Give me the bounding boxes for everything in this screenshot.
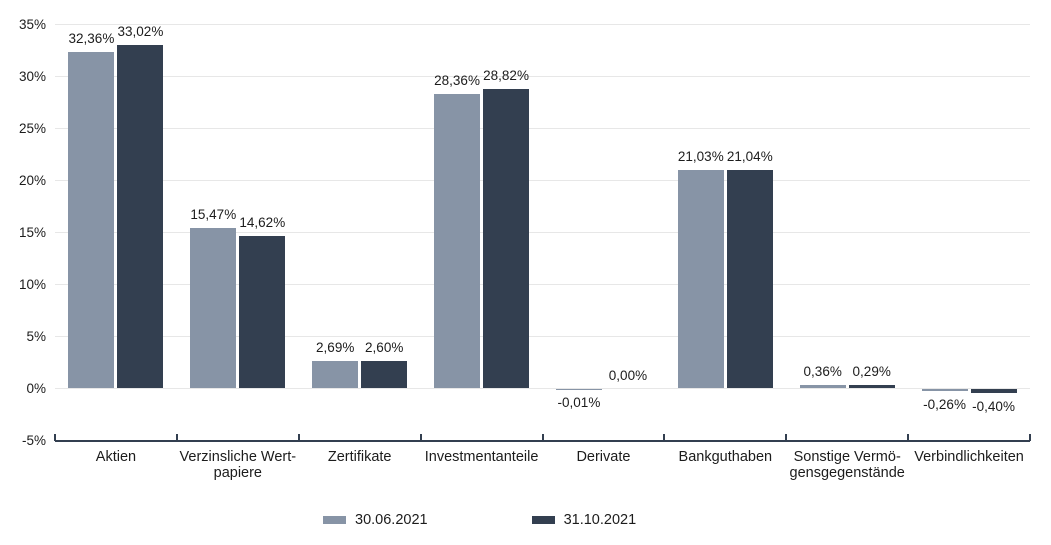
y-axis-tick-label: -5%: [21, 432, 46, 448]
x-axis-tick: [175, 434, 178, 441]
gridline: [55, 24, 1030, 25]
gridline: [55, 336, 1030, 337]
y-axis-tick-label: 15%: [18, 224, 46, 240]
gridline: [55, 284, 1030, 285]
value-label: 2,69%: [316, 339, 355, 355]
value-label: -0,40%: [972, 398, 1015, 414]
bar: [483, 88, 530, 389]
gridline: [55, 180, 1030, 181]
bar: [434, 93, 481, 389]
value-label: 0,29%: [852, 364, 891, 380]
bar: [68, 51, 115, 389]
bar: [726, 169, 773, 389]
chart-legend: 30.06.2021 31.10.2021: [323, 511, 636, 529]
y-axis-tick-label: 20%: [18, 172, 46, 188]
bar: [117, 45, 164, 389]
gridline: [55, 76, 1030, 77]
x-axis-tick: [297, 434, 300, 441]
legend-label: 30.06.2021: [355, 512, 428, 528]
x-axis-label: Aktien: [95, 449, 137, 465]
value-label: 28,82%: [483, 67, 529, 83]
x-axis-label: Investmentanteile: [424, 449, 539, 465]
bar: [312, 360, 359, 389]
y-axis-tick-label: 25%: [18, 120, 46, 136]
bar: [921, 388, 968, 392]
x-axis-label: Verzinsliche Wert- papiere: [179, 449, 297, 481]
bar: [848, 385, 895, 389]
value-label: 21,04%: [726, 148, 773, 164]
x-axis-label: Derivate: [576, 449, 631, 465]
x-axis-line: [55, 440, 1030, 442]
bar: [239, 236, 286, 389]
bar: [970, 388, 1017, 393]
y-axis-tick-label: 30%: [18, 68, 46, 84]
bar: [799, 384, 846, 389]
x-axis-tick: [541, 434, 544, 441]
y-axis-tick-label: 0%: [26, 380, 46, 396]
value-label: 2,60%: [365, 340, 404, 356]
legend-label: 31.10.2021: [563, 512, 637, 528]
y-axis-tick-label: 35%: [18, 16, 46, 32]
value-label: 33,02%: [117, 24, 164, 40]
bar: [361, 361, 408, 389]
y-axis-tick-label: 5%: [26, 328, 46, 344]
legend-swatch: [323, 516, 346, 524]
x-axis-tick: [663, 434, 666, 441]
value-label: 0,00%: [608, 367, 648, 383]
x-axis-tick: [1029, 434, 1031, 441]
legend-swatch: [531, 516, 555, 524]
x-axis-tick: [785, 434, 788, 441]
value-label: 14,62%: [239, 215, 286, 231]
value-label: 15,47%: [190, 206, 237, 222]
x-axis-tick: [419, 434, 422, 441]
x-axis-label: Verbindlichkeiten: [914, 449, 1024, 465]
x-axis-label: Sonstige Vermö- gensgegenstände: [789, 449, 905, 481]
value-label: 32,36%: [68, 30, 115, 46]
gridline: [55, 388, 1030, 389]
y-axis-tick-label: 10%: [18, 276, 46, 292]
value-label: -0,01%: [557, 394, 601, 410]
gridline: [55, 232, 1030, 233]
value-label: 21,03%: [677, 148, 724, 164]
bar: [190, 227, 237, 389]
legend-item: 30.06.2021: [323, 511, 428, 529]
bar: [677, 169, 724, 389]
x-axis-tick: [907, 434, 910, 441]
legend-item: 31.10.2021: [531, 511, 637, 529]
value-label: -0,26%: [923, 397, 966, 413]
x-axis-tick: [54, 434, 56, 441]
gridline: [55, 128, 1030, 129]
x-axis-label: Bankguthaben: [678, 449, 773, 465]
value-label: 28,36%: [434, 72, 480, 88]
value-label: 0,36%: [803, 363, 842, 379]
x-axis-label: Zertifikate: [327, 449, 392, 465]
